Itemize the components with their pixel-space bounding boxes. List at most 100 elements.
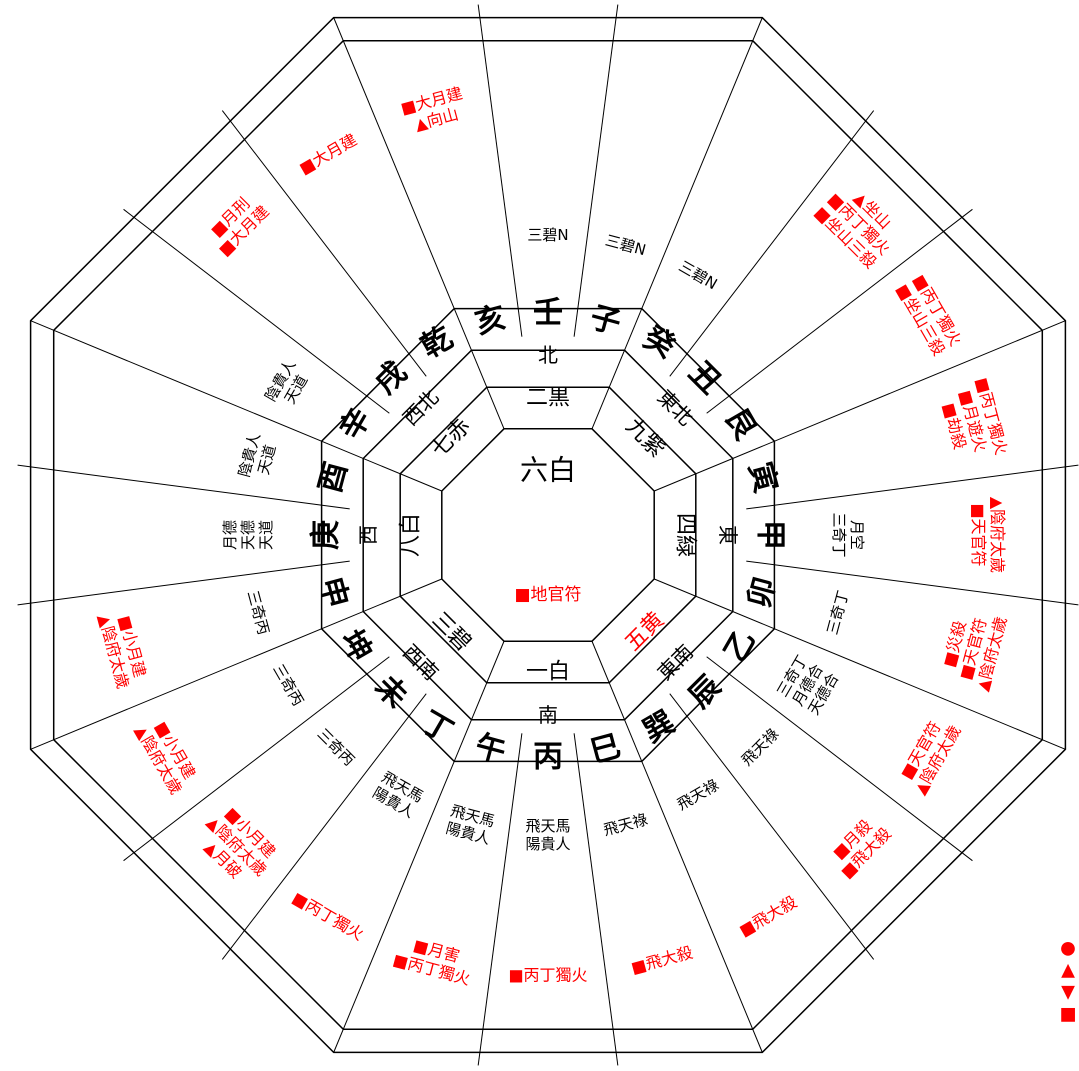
inner-note: 三奇丁 bbox=[823, 589, 852, 637]
mountain-label: 壬 bbox=[533, 296, 563, 331]
mountain-label: 乙 bbox=[718, 624, 763, 667]
inner-note: 天德 bbox=[239, 520, 257, 550]
mountain-label: 亥 bbox=[471, 300, 509, 342]
center-star: 六白 bbox=[520, 454, 576, 487]
mountain-label: 乾 bbox=[415, 320, 458, 365]
outer-note: ■丙丁獨火 bbox=[289, 888, 367, 944]
palace-star: 八白 bbox=[399, 513, 424, 557]
inner-note: 三碧N bbox=[527, 226, 568, 244]
outer-note: ■天官符 bbox=[969, 503, 988, 566]
palace-direction: 西 bbox=[356, 525, 380, 545]
palace-divider bbox=[654, 320, 1066, 492]
mountain-label: 酉 bbox=[313, 458, 355, 496]
mountain-label: 丙 bbox=[533, 740, 563, 775]
inner-note: 飛天祿 bbox=[674, 776, 722, 814]
mountain-label: 未 bbox=[368, 669, 414, 715]
legend: ●▲▼■ bbox=[1059, 938, 1076, 1025]
legend-symbol: ● bbox=[1060, 938, 1076, 959]
inner-note: 月德 bbox=[221, 520, 239, 550]
inner-note: 三奇丙 bbox=[314, 725, 359, 770]
mountain-label: 癸 bbox=[636, 320, 681, 366]
mountain-label: 甲 bbox=[753, 520, 788, 550]
mountain-divider bbox=[746, 560, 1079, 606]
palace-star: 四緑 bbox=[673, 513, 698, 557]
palace-divider bbox=[591, 17, 763, 429]
ring-5 bbox=[29, 16, 1067, 1054]
mountain-divider bbox=[477, 4, 523, 337]
outer-note: ■飛大殺 bbox=[736, 892, 800, 940]
mountain-label: 丁 bbox=[415, 705, 458, 750]
ring-0 bbox=[441, 428, 655, 642]
mountain-label: 艮 bbox=[718, 402, 764, 446]
palace-star: 七赤 bbox=[427, 414, 476, 463]
mountain-label: 辰 bbox=[682, 669, 728, 715]
palace-divider bbox=[30, 578, 442, 750]
mountain-label: 寅 bbox=[742, 458, 784, 496]
palace-direction: 南 bbox=[538, 703, 558, 727]
inner-note: 三奇丙 bbox=[269, 661, 307, 709]
mountain-divider bbox=[17, 464, 350, 510]
mountain-divider bbox=[706, 656, 973, 862]
inner-note: 三奇丁 bbox=[830, 512, 848, 557]
chart-grid-lines bbox=[17, 4, 1079, 1066]
legend-symbol: ▲ bbox=[1061, 960, 1075, 981]
inner-note: 三碧N bbox=[603, 231, 647, 259]
inner-note: 陽貴人 bbox=[525, 835, 570, 853]
mountain-divider bbox=[706, 208, 973, 414]
inner-note: 三碧N bbox=[676, 257, 721, 293]
mountain-label: 巽 bbox=[637, 705, 680, 750]
mountain-divider bbox=[123, 208, 390, 414]
mountain-label: 午 bbox=[471, 729, 509, 771]
palace-divider bbox=[591, 641, 763, 1053]
inner-note: 月空 bbox=[848, 520, 866, 550]
inner-note: 三奇丙 bbox=[244, 589, 273, 637]
inner-note: 天道 bbox=[257, 520, 275, 550]
palace-star: 九紫 bbox=[620, 414, 669, 463]
mountain-divider bbox=[221, 693, 427, 960]
mountain-label: 戌 bbox=[368, 355, 414, 401]
mountain-divider bbox=[746, 464, 1079, 510]
outer-note: ▲陰府太歲 bbox=[988, 497, 1007, 573]
mountain-divider bbox=[123, 656, 390, 862]
mountain-divider bbox=[17, 560, 350, 606]
mountain-label: 申 bbox=[313, 573, 355, 611]
palace-star: 五黄 bbox=[620, 607, 669, 656]
mountain-divider bbox=[573, 4, 619, 337]
center-note: ■地官符 bbox=[514, 585, 581, 605]
palace-divider bbox=[333, 641, 505, 1053]
outer-note: ■大月建 bbox=[296, 130, 360, 178]
mountain-divider bbox=[573, 733, 619, 1066]
mountain-label: 卯 bbox=[742, 573, 784, 611]
legend-symbol: ■ bbox=[1059, 1004, 1076, 1025]
outer-note: ■飛大殺 bbox=[629, 943, 695, 978]
mountain-label: 辛 bbox=[333, 402, 378, 445]
legend-symbol: ▼ bbox=[1061, 982, 1075, 1003]
mountain-label: 坤 bbox=[333, 624, 378, 667]
mountain-divider bbox=[669, 693, 875, 960]
mountain-divider bbox=[221, 110, 427, 377]
mountain-label: 庚 bbox=[309, 520, 344, 550]
mountain-label: 子 bbox=[586, 300, 624, 342]
mountain-divider bbox=[669, 110, 875, 377]
palace-divider bbox=[333, 17, 505, 429]
ring-4 bbox=[52, 39, 1044, 1031]
outer-note: ■丙丁獨火 bbox=[508, 966, 587, 985]
palace-divider bbox=[30, 320, 442, 492]
palace-direction: 東 bbox=[716, 525, 740, 545]
palace-direction: 東南 bbox=[653, 640, 698, 685]
palace-direction: 東北 bbox=[653, 385, 698, 430]
palace-direction: 北 bbox=[538, 343, 558, 367]
inner-note: 飛天馬 bbox=[525, 817, 570, 835]
palace-star: 二黒 bbox=[526, 386, 570, 411]
chart-labels: 六白 ■地官符 二黒 北九紫東北四緑 東五黄東南 一白南 三碧西南 八白西 七赤西北 壬子癸丑艮寅… bbox=[95, 83, 1011, 988]
inner-note: 飛天祿 bbox=[738, 725, 783, 770]
palace-direction: 西北 bbox=[398, 385, 443, 430]
mountain-divider bbox=[477, 733, 523, 1066]
mountain-label: 丑 bbox=[682, 355, 728, 401]
inner-note: 飛天祿 bbox=[602, 810, 650, 839]
palace-star: 一白 bbox=[526, 660, 570, 685]
palace-star: 三碧 bbox=[427, 607, 476, 656]
palace-direction: 西南 bbox=[398, 640, 443, 685]
palace-divider bbox=[654, 578, 1066, 750]
